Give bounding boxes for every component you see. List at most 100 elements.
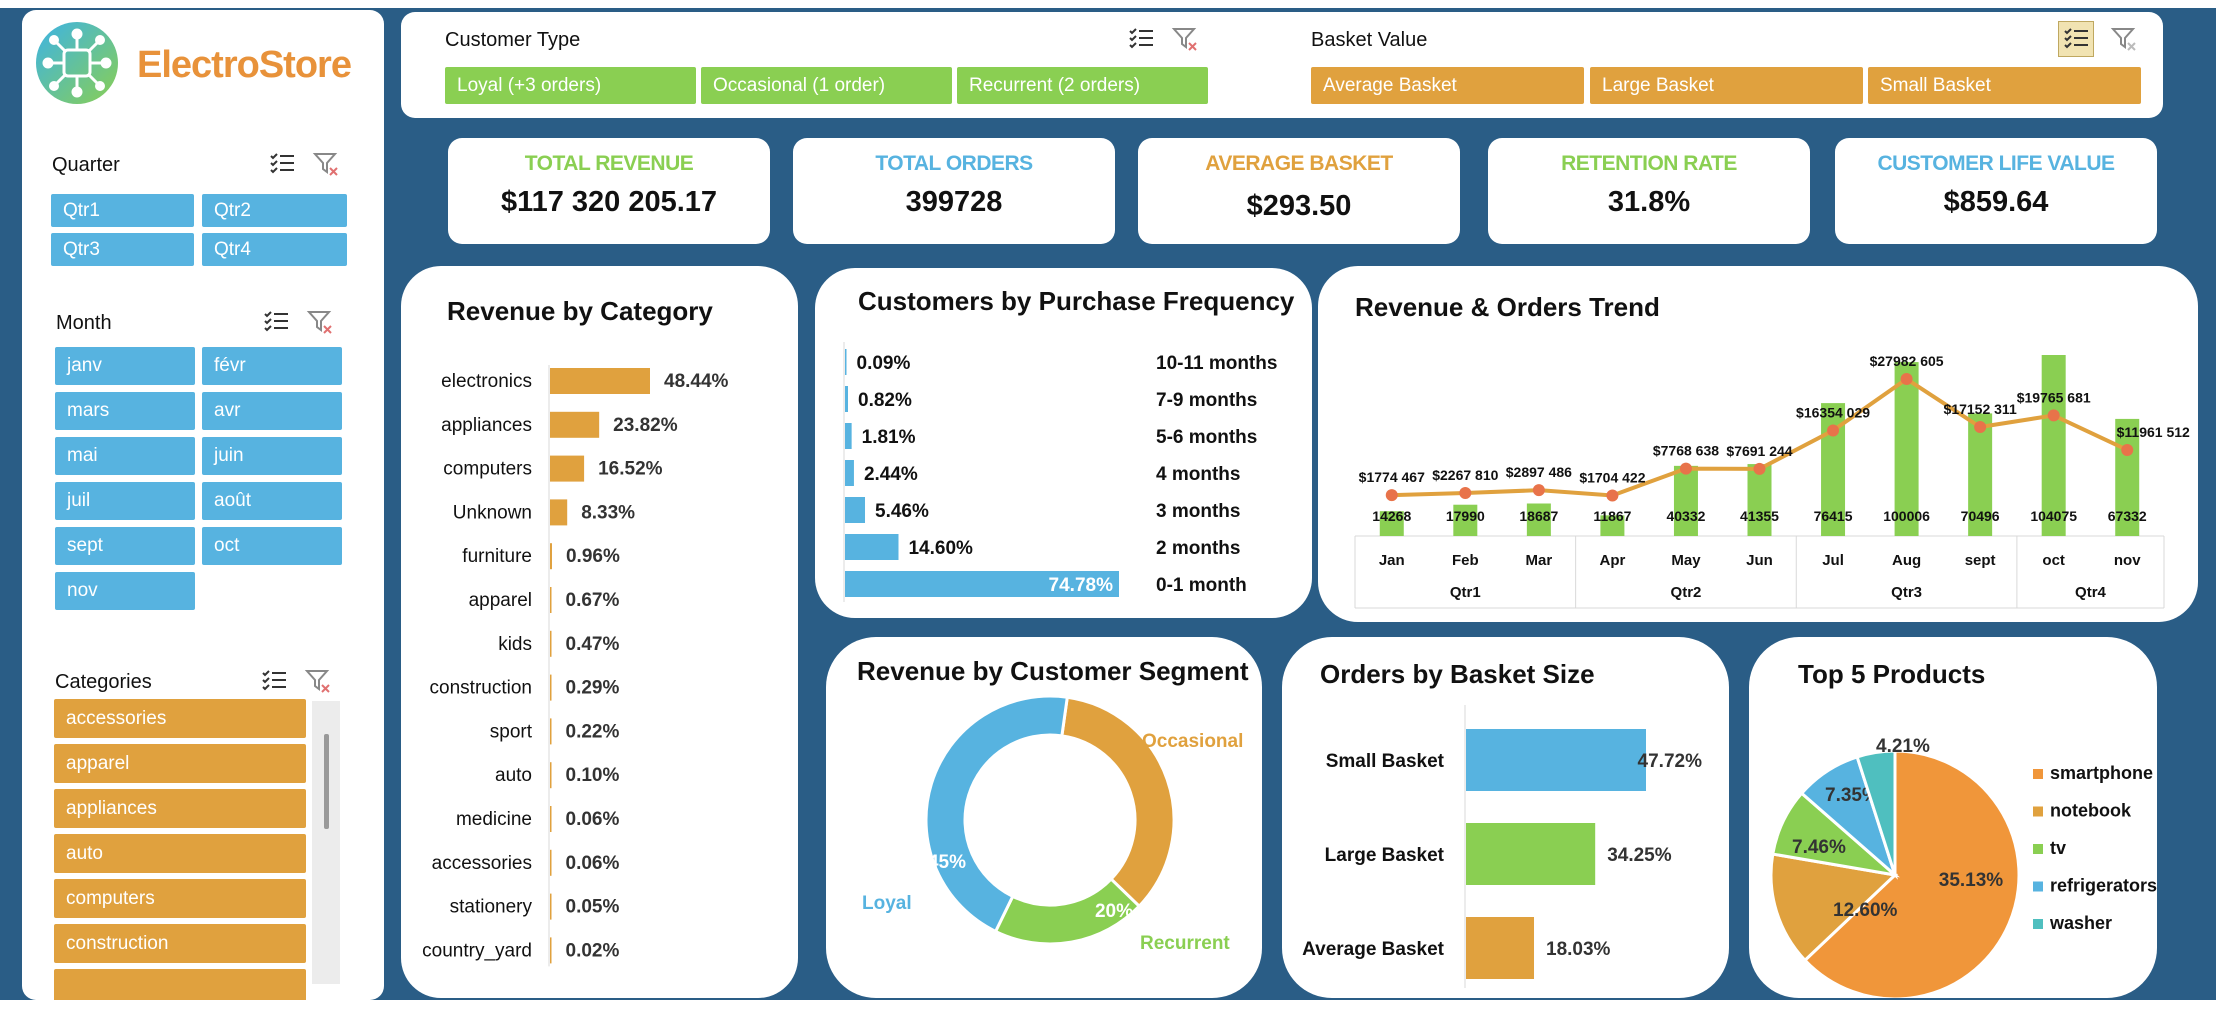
basket-value-slicer-title: Basket Value xyxy=(1311,29,1428,51)
basket-category-label: Large Basket xyxy=(1325,845,1445,866)
clear-filter-icon[interactable] xyxy=(312,150,340,178)
basket-value-button-small[interactable]: Small Basket xyxy=(1868,67,2141,104)
kpi-total-orders: TOTAL ORDERS 399728 xyxy=(793,138,1115,244)
kpi-value: 31.8% xyxy=(1607,186,1691,218)
basket-value-button-large[interactable]: Large Basket xyxy=(1590,67,1863,104)
quarter-button-qtr4[interactable]: Qtr4 xyxy=(202,233,347,266)
month-button-mai[interactable]: mai xyxy=(55,437,195,475)
category-button-partial[interactable] xyxy=(54,969,306,1000)
month-button-juin[interactable]: juin xyxy=(202,437,342,475)
quarter-tick-label: Qtr3 xyxy=(1891,584,1922,601)
legend-label: smartphone xyxy=(2050,763,2153,783)
orders-data-label: 67332 xyxy=(2108,508,2147,524)
month-button-mars[interactable]: mars xyxy=(55,392,195,430)
multi-select-toggle-active[interactable] xyxy=(2058,21,2094,57)
category-bar xyxy=(550,499,568,526)
category-bar xyxy=(550,937,552,964)
month-button-nov[interactable]: nov xyxy=(55,572,195,610)
segment-category-label: Occasional xyxy=(1142,731,1243,752)
category-tick-label: electronics xyxy=(441,371,532,392)
frequency-bar xyxy=(845,460,854,486)
quarter-tick-label: Qtr4 xyxy=(2075,584,2107,601)
category-bar xyxy=(550,630,552,657)
month-button-juil[interactable]: juil xyxy=(55,482,195,520)
category-button-accessories[interactable]: accessories xyxy=(54,699,306,738)
category-data-label: 0.47% xyxy=(566,634,620,655)
orders-data-label: 100006 xyxy=(1883,508,1930,524)
customer-type-slicer-title: Customer Type xyxy=(445,29,581,51)
quarter-button-qtr3[interactable]: Qtr3 xyxy=(51,233,194,266)
category-button-apparel[interactable]: apparel xyxy=(54,744,306,783)
segment-slice xyxy=(924,694,1069,934)
multi-select-icon[interactable] xyxy=(262,308,290,336)
frequency-category-label: 5-6 months xyxy=(1156,427,1257,448)
month-button-janv[interactable]: janv xyxy=(55,347,195,385)
customer-type-button-recurrent[interactable]: Recurrent (2 orders) xyxy=(957,67,1208,104)
orders-bar xyxy=(1747,464,1772,536)
clear-filter-icon[interactable] xyxy=(2110,25,2138,53)
multi-select-icon[interactable] xyxy=(1127,25,1155,53)
segment-category-label: Loyal xyxy=(862,893,912,914)
kpi-title: TOTAL ORDERS xyxy=(875,152,1033,175)
orders-bar xyxy=(1600,515,1625,536)
month-tick-label: oct xyxy=(2042,552,2065,569)
category-button-computers[interactable]: computers xyxy=(54,879,306,918)
category-data-label: 0.96% xyxy=(566,546,620,567)
month-button-fevr[interactable]: févr xyxy=(202,347,342,385)
category-tick-label: sport xyxy=(490,721,533,742)
revenue-orders-trend-chart: Jan Feb Mar Apr May Jun Jul Aug sept oct nov 14268 $… xyxy=(1318,266,2198,622)
kpi-value: $293.50 xyxy=(1246,190,1352,222)
orders-data-label: 11867 xyxy=(1593,508,1631,524)
category-button-construction[interactable]: construction xyxy=(54,924,306,963)
multi-select-icon[interactable] xyxy=(260,667,288,695)
customer-type-button-loyal[interactable]: Loyal (+3 orders) xyxy=(445,67,696,104)
category-bar xyxy=(550,543,552,570)
orders-bar xyxy=(1526,503,1551,536)
orders-data-label: 41355 xyxy=(1740,508,1779,524)
basket-category-label: Small Basket xyxy=(1326,751,1445,772)
category-tick-label: kids xyxy=(498,634,532,655)
categories-scrollbar[interactable] xyxy=(312,701,340,984)
kpi-title: CUSTOMER LIFE VALUE xyxy=(1877,152,2115,175)
revenue-data-label: $2267 810 xyxy=(1432,467,1498,483)
left-slicer-panel: ElectroStore Quarter Qtr1 Qtr2 Qtr3 Qtr4… xyxy=(22,10,384,1000)
top-filter-bar: Customer Type Loyal (+3 orders) Occasion… xyxy=(401,12,2163,118)
revenue-data-label: $16354 029 xyxy=(1796,405,1870,421)
quarter-button-qtr1[interactable]: Qtr1 xyxy=(51,194,194,227)
basket-value-button-average[interactable]: Average Basket xyxy=(1311,67,1584,104)
clear-filter-icon[interactable] xyxy=(304,667,332,695)
revenue-data-label: $2897 486 xyxy=(1506,464,1572,480)
segment-slice xyxy=(1060,695,1176,909)
multi-select-icon[interactable] xyxy=(268,150,296,178)
category-bar xyxy=(550,368,650,394)
clear-filter-icon[interactable] xyxy=(306,308,334,336)
frequency-data-label: 5.46% xyxy=(875,501,929,522)
clear-filter-icon[interactable] xyxy=(1171,25,1199,53)
seg-chart-svg: 35% Occasional 20% Recurrent 45% Loyal xyxy=(862,694,1243,954)
customer-type-button-occasional[interactable]: Occasional (1 order) xyxy=(701,67,952,104)
category-data-label: 0.29% xyxy=(566,678,620,699)
category-bar xyxy=(550,674,552,701)
month-tick-label: Jun xyxy=(1746,552,1773,569)
month-button-aout[interactable]: août xyxy=(202,482,342,520)
category-tick-label: Unknown xyxy=(453,502,532,523)
category-button-auto[interactable]: auto xyxy=(54,834,306,873)
month-button-oct[interactable]: oct xyxy=(202,527,342,565)
kpi-total-revenue: TOTAL REVENUE $117 320 205.17 xyxy=(448,138,770,244)
category-data-label: 0.06% xyxy=(566,853,620,874)
frequency-bar xyxy=(845,497,866,523)
freq-chart-svg: 0.09% 10-11 months 0.82% 7-9 months 1.81% 5-6… xyxy=(843,342,1277,602)
category-bar xyxy=(550,587,552,613)
kpi-title: AVERAGE BASKET xyxy=(1205,152,1393,175)
month-button-sept[interactable]: sept xyxy=(55,527,195,565)
category-data-label: 0.67% xyxy=(566,590,620,611)
product-data-label: 12.60% xyxy=(1833,900,1898,921)
month-button-avr[interactable]: avr xyxy=(202,392,342,430)
top-5-products-title: Top 5 Products xyxy=(1798,659,1986,689)
scrollbar-thumb[interactable] xyxy=(324,734,329,829)
revenue-point xyxy=(1753,462,1766,475)
multi-select-icon[interactable] xyxy=(2062,25,2090,53)
category-data-label: 48.44% xyxy=(664,371,729,392)
quarter-button-qtr2[interactable]: Qtr2 xyxy=(202,194,347,227)
category-button-appliances[interactable]: appliances xyxy=(54,789,306,828)
